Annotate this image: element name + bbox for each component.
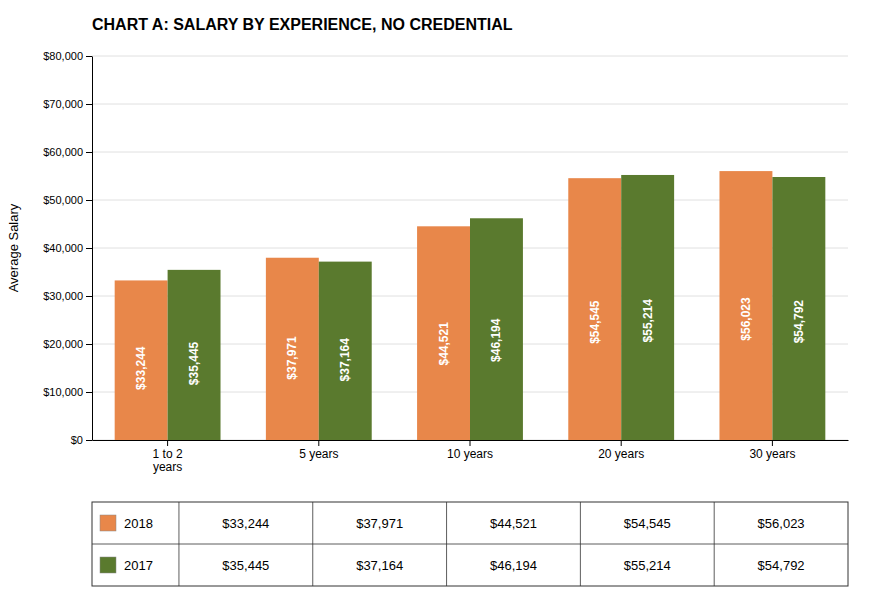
data-label: $35,445 [187, 341, 201, 385]
x-tick: 1 to 2years [153, 440, 183, 474]
x-tick: 5 years [299, 440, 338, 461]
legend-value: $54,792 [758, 558, 805, 573]
legend-value: $55,214 [624, 558, 671, 573]
legend-value: $35,445 [222, 558, 269, 573]
y-tick-label: $70,000 [43, 98, 83, 110]
data-labels: $33,244 $37,971 $44,521 $54,545 $56,023 $35,4… [134, 297, 806, 390]
legend-col-divider [580, 502, 581, 586]
legend-value: $44,521 [490, 516, 537, 531]
y-tick-mark [86, 248, 92, 249]
legend-entry: 2017 [124, 558, 153, 573]
x-axis: 1 to 2years 5 years 10 years 20 years 30 yea… [93, 440, 849, 474]
data-label: $37,164 [338, 338, 352, 382]
legend-entry: 2018 [124, 516, 153, 531]
data-label: $33,244 [134, 346, 148, 390]
x-tick: 20 years [598, 440, 644, 461]
y-tick-mark [86, 56, 92, 57]
y-tick-label: $60,000 [43, 146, 83, 158]
legend: 2018 $33,244 $37,971 $44,521 $54,545 $56,023 2… [92, 502, 848, 586]
data-label: $55,214 [641, 299, 655, 343]
legend-value: $46,194 [490, 558, 537, 573]
y-tick: $40,000 [43, 242, 92, 254]
data-label: $37,971 [285, 336, 299, 380]
y-tick-mark [86, 104, 92, 105]
bars [115, 171, 826, 440]
legend-swatch [100, 515, 116, 531]
x-tick-label: 5 years [299, 447, 338, 461]
y-tick-label: $40,000 [43, 242, 83, 254]
y-axis: $0 $10,000 $20,000 $30,000 $40,000 $50,000 $60… [43, 50, 92, 446]
x-tick-mark [621, 440, 622, 446]
legend-value: $54,545 [624, 516, 671, 531]
bar [417, 226, 470, 440]
legend-row-divider [92, 544, 848, 545]
y-tick: $20,000 [43, 338, 92, 350]
grid-line [92, 56, 848, 57]
legend-value: $33,244 [222, 516, 269, 531]
x-tick-mark [772, 440, 773, 446]
y-tick: $10,000 [43, 386, 92, 398]
x-tick-label: 30 years [749, 447, 795, 461]
legend-col-divider [178, 502, 179, 586]
y-tick-mark [86, 344, 92, 345]
bar [719, 171, 772, 440]
y-tick-label: $80,000 [43, 50, 83, 62]
legend-col-divider [446, 502, 447, 586]
y-tick-label: $10,000 [43, 386, 83, 398]
y-tick-label: $0 [71, 434, 83, 446]
x-tick-mark [318, 440, 319, 446]
y-axis-title: Average Salary [6, 203, 21, 292]
y-tick: $50,000 [43, 194, 92, 206]
x-tick: 10 years [447, 440, 493, 461]
grid-line [92, 104, 848, 105]
legend-value: $37,971 [356, 516, 403, 531]
data-label: $46,194 [489, 318, 503, 362]
legend-col-divider [312, 502, 313, 586]
bar [319, 262, 372, 440]
bar [568, 178, 621, 440]
bar [115, 280, 168, 440]
y-tick-mark [86, 440, 92, 441]
y-tick-mark [86, 296, 92, 297]
legend-value: $56,023 [758, 516, 805, 531]
bar [168, 270, 221, 440]
y-tick-mark [86, 392, 92, 393]
y-tick-label: $30,000 [43, 290, 83, 302]
y-tick: $80,000 [43, 50, 92, 62]
legend-border [92, 502, 848, 586]
chart: $33,244 $37,971 $44,521 $54,545 $56,023 $35,4… [0, 0, 874, 616]
y-axis-line [92, 57, 93, 441]
title: CHART A: SALARY BY EXPERIENCE, NO CREDEN… [92, 16, 513, 33]
y-tick-mark [86, 152, 92, 153]
bar [470, 218, 523, 440]
grid-line [92, 152, 848, 153]
x-tick: 30 years [749, 440, 795, 461]
legend-swatch [100, 557, 116, 573]
data-label: $44,521 [437, 322, 451, 366]
x-tick-mark [167, 440, 168, 446]
bar [772, 177, 825, 440]
bar [266, 258, 319, 440]
y-tick: $30,000 [43, 290, 92, 302]
grid [92, 56, 848, 440]
data-label: $54,792 [792, 300, 806, 344]
x-tick-label: 20 years [598, 447, 644, 461]
x-tick-label: 1 to 2years [153, 447, 183, 475]
x-tick-label: 10 years [447, 447, 493, 461]
data-label: $56,023 [739, 297, 753, 341]
y-tick-label: $50,000 [43, 194, 83, 206]
plot: $33,244 $37,971 $44,521 $54,545 $56,023 $35,4… [6, 16, 849, 586]
y-tick: $0 [71, 434, 92, 446]
y-tick: $70,000 [43, 98, 92, 110]
x-tick-mark [470, 440, 471, 446]
y-tick-mark [86, 200, 92, 201]
data-label: $54,545 [588, 300, 602, 344]
legend-col-divider [714, 502, 715, 586]
bar [621, 175, 674, 440]
y-tick: $60,000 [43, 146, 92, 158]
y-tick-label: $20,000 [43, 338, 83, 350]
legend-value: $37,164 [356, 558, 403, 573]
